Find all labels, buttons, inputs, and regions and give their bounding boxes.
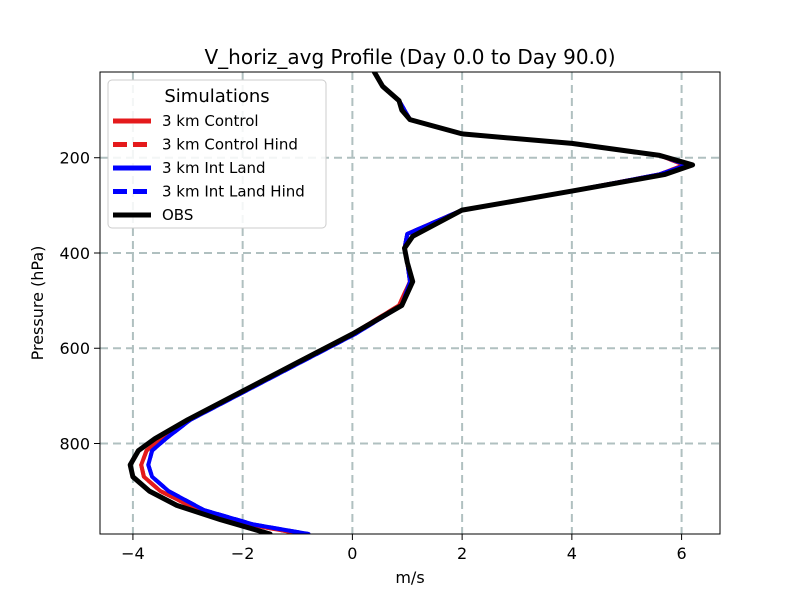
legend-box: [107, 79, 327, 229]
y-tick-label: 400: [59, 244, 90, 263]
x-tick-label: 0: [347, 544, 357, 563]
x-axis-label: m/s: [395, 568, 424, 587]
y-axis: 200 400 600 800: [59, 149, 100, 454]
legend-label: 3 km Int Land: [162, 159, 266, 177]
x-tick-label: 4: [567, 544, 577, 563]
chart-title: V_horiz_avg Profile (Day 0.0 to Day 90.0…: [205, 45, 616, 69]
y-tick-label: 800: [59, 435, 90, 454]
legend-label: 3 km Control Hind: [162, 136, 298, 154]
y-axis-label: Pressure (hPa): [28, 246, 47, 361]
legend-label: 3 km Int Land Hind: [162, 183, 305, 201]
plot-frame: [99, 71, 721, 535]
x-tick-label: −4: [121, 544, 145, 563]
y-tick-label: 600: [59, 339, 90, 358]
x-tick-label: 2: [457, 544, 467, 563]
x-tick-label: −2: [231, 544, 255, 563]
x-tick-label: 6: [676, 544, 686, 563]
legend-label: OBS: [162, 206, 193, 224]
x-axis: −4 −2 0 2 4 6: [121, 534, 687, 563]
series-line-obs: [127, 72, 696, 534]
series-lines: [127, 72, 696, 534]
y-tick-label: 200: [59, 149, 90, 168]
legend: Simulations 3 km Control 3 km Control Hin…: [107, 79, 327, 229]
legend-label: 3 km Control: [162, 112, 259, 130]
legend-title: Simulations: [164, 86, 269, 107]
